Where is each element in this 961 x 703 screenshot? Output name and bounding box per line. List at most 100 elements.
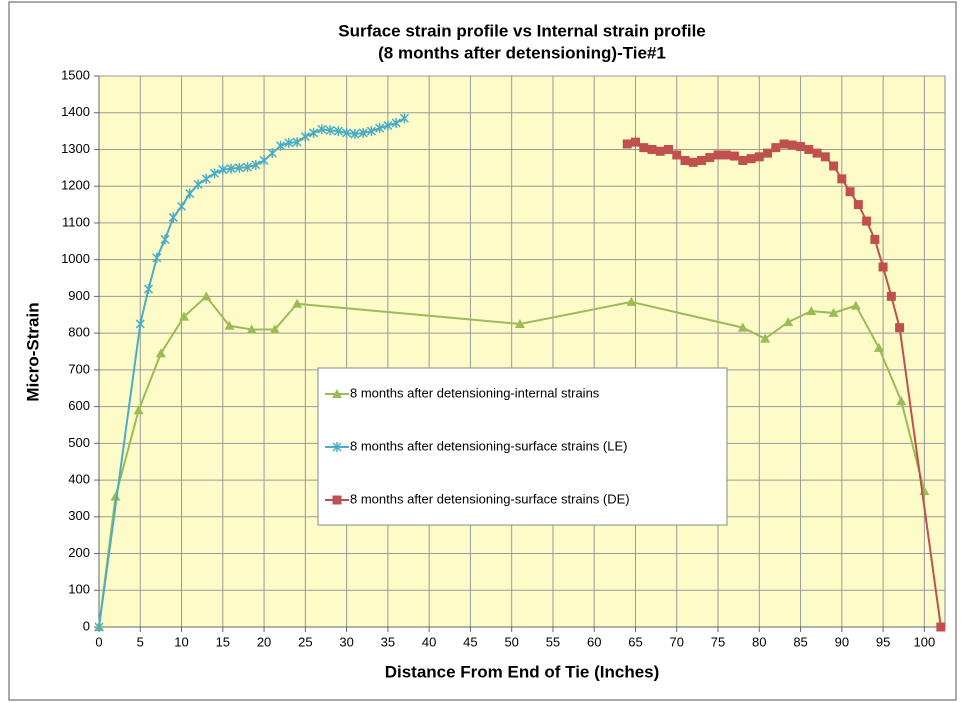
marker <box>812 148 822 158</box>
marker <box>358 127 368 138</box>
x-tick-label: 65 <box>628 634 642 649</box>
marker <box>94 622 104 632</box>
marker <box>284 137 294 148</box>
x-tick-label: 80 <box>752 634 766 649</box>
marker <box>672 150 682 160</box>
x-tick-label: 95 <box>876 634 890 649</box>
x-tick-label: 85 <box>793 634 807 649</box>
marker <box>886 291 896 301</box>
marker <box>806 306 817 316</box>
marker <box>622 139 632 149</box>
y-tick-label: 1000 <box>61 251 90 266</box>
marker <box>896 396 907 406</box>
marker <box>269 324 280 334</box>
marker <box>342 127 352 138</box>
marker <box>201 291 212 301</box>
x-tick-label: 30 <box>339 634 353 649</box>
marker <box>185 188 195 199</box>
marker <box>746 154 756 164</box>
marker <box>721 150 731 160</box>
x-tick-label: 5 <box>137 634 144 649</box>
marker <box>779 139 789 149</box>
marker <box>829 161 839 171</box>
marker <box>737 322 748 332</box>
marker <box>292 298 303 308</box>
marker <box>754 152 764 162</box>
y-tick-label: 1300 <box>61 141 90 156</box>
marker <box>383 120 393 131</box>
marker <box>647 144 657 154</box>
chart-subtitle: (8 months after detensioning)-Tie#1 <box>378 43 666 62</box>
x-tick-label: 20 <box>257 634 271 649</box>
legend-label: 8 months after detensioning-surface stra… <box>350 491 630 506</box>
marker <box>201 173 211 184</box>
x-tick-label: 75 <box>711 634 725 649</box>
y-tick-label: 500 <box>68 435 90 450</box>
y-tick-label: 1200 <box>61 178 90 193</box>
marker <box>680 155 690 165</box>
marker <box>226 163 236 174</box>
y-tick-label: 0 <box>83 618 90 633</box>
x-tick-label: 55 <box>546 634 560 649</box>
y-tick-label: 700 <box>68 361 90 376</box>
marker <box>135 318 145 329</box>
marker <box>251 159 261 170</box>
marker <box>878 262 888 272</box>
marker <box>332 389 342 398</box>
marker <box>152 252 162 263</box>
x-tick-label: 50 <box>504 634 518 649</box>
y-tick-label: 1400 <box>61 104 90 119</box>
marker <box>177 201 187 212</box>
marker <box>168 212 178 223</box>
y-tick-label: 1100 <box>62 214 90 229</box>
legend-label: 8 months after detensioning-surface stra… <box>350 438 627 453</box>
marker <box>763 148 773 158</box>
x-tick-label: 15 <box>216 634 230 649</box>
marker <box>193 179 203 190</box>
x-tick-label: 70 <box>670 634 684 649</box>
marker <box>155 348 166 358</box>
marker <box>738 155 748 165</box>
marker <box>783 317 794 327</box>
marker <box>804 144 814 154</box>
marker <box>276 140 286 151</box>
marker <box>828 307 839 317</box>
marker <box>246 324 257 334</box>
x-tick-label: 100 <box>914 634 936 649</box>
marker <box>850 300 861 310</box>
marker <box>391 118 401 129</box>
marker <box>771 143 781 153</box>
marker <box>375 123 385 134</box>
y-tick-label: 300 <box>68 508 90 523</box>
y-axis-title: Micro-Strain <box>23 302 42 401</box>
x-axis-title: Distance From End of Tie (Inches) <box>385 662 660 681</box>
marker <box>870 234 880 244</box>
legend-label: 8 months after detensioning-internal str… <box>350 385 600 400</box>
marker <box>133 405 144 415</box>
x-tick-label: 10 <box>174 634 188 649</box>
marker <box>705 153 715 163</box>
marker <box>655 146 665 156</box>
marker <box>259 155 269 166</box>
marker <box>514 318 525 328</box>
marker <box>787 140 797 150</box>
marker <box>218 164 228 175</box>
y-tick-label: 900 <box>68 288 90 303</box>
marker <box>713 150 723 160</box>
marker <box>317 124 327 135</box>
y-tick-label: 1500 <box>61 67 90 82</box>
marker <box>366 126 376 137</box>
marker <box>309 127 319 138</box>
marker <box>630 137 640 147</box>
chart-title: Surface strain profile vs Internal strai… <box>338 21 706 40</box>
marker <box>300 131 310 142</box>
marker <box>243 162 253 173</box>
y-tick-label: 200 <box>68 545 90 560</box>
marker <box>796 142 806 152</box>
marker <box>845 187 855 197</box>
plot-area <box>98 75 946 628</box>
legend <box>317 367 728 526</box>
marker <box>143 284 154 295</box>
marker <box>110 491 121 501</box>
